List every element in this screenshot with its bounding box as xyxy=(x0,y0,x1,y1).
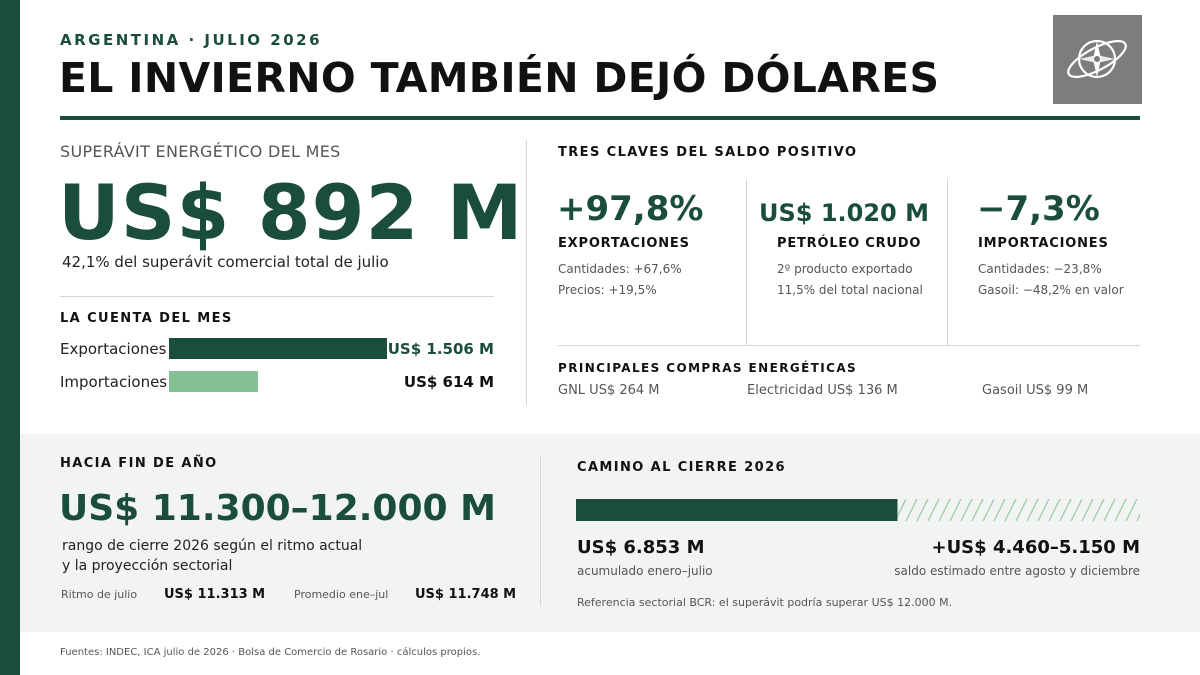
key-imports-label: IMPORTACIONES xyxy=(978,236,1109,251)
key-imports-note-2: Gasoil: −48,2% en valor xyxy=(978,283,1124,297)
column-divider xyxy=(526,140,527,405)
key-crude-note-2: 11,5% del total nacional xyxy=(777,283,923,297)
page-title: EL INVIERNO TAMBIÉN DEJÓ DÓLARES xyxy=(59,54,940,102)
divider xyxy=(60,296,494,297)
purchase-item: Electricidad US$ 136 M xyxy=(747,383,898,398)
imports-label: Importaciones xyxy=(60,373,168,391)
key-crude-note-1: 2º producto exportado xyxy=(777,262,913,276)
compass-globe-icon xyxy=(1067,39,1127,79)
header-rule xyxy=(60,116,1140,120)
metric-value: US$ 11.313 M xyxy=(164,587,266,602)
sources-footer: Fuentes: INDEC, ICA julio de 2026 · Bols… xyxy=(60,647,481,658)
estimated-caption: saldo estimado entre agosto y diciembre xyxy=(894,564,1140,578)
year-end-heading: HACIA FIN DE AÑO xyxy=(60,456,218,471)
key-crude-label: PETRÓLEO CRUDO xyxy=(777,236,922,251)
kicker: ARGENTINA · JULIO 2026 xyxy=(60,31,323,49)
exports-label: Exportaciones xyxy=(60,340,167,358)
surplus-subtitle: 42,1% del superávit comercial total de j… xyxy=(62,253,389,271)
exports-value: US$ 1.506 M xyxy=(387,340,494,358)
closing-progress-graphic xyxy=(576,499,1140,521)
divider xyxy=(558,345,1140,346)
surplus-heading: SUPERÁVIT ENERGÉTICO DEL MES xyxy=(60,142,341,161)
key-exports-note-2: Precios: +19,5% xyxy=(558,283,657,297)
purchase-item: Gasoil US$ 99 M xyxy=(982,383,1089,398)
key-exports-note-1: Cantidades: +67,6% xyxy=(558,262,682,276)
closing-progress-bar xyxy=(576,499,1140,521)
exports-bar xyxy=(169,338,387,359)
metric-label: Promedio ene–jul xyxy=(294,588,389,601)
year-end-range: US$ 11.300–12.000 M xyxy=(59,488,496,529)
purchases-heading: PRINCIPALES COMPRAS ENERGÉTICAS xyxy=(558,361,858,375)
year-end-description-line: y la proyección sectorial xyxy=(62,558,233,574)
key-divider xyxy=(947,179,948,345)
accumulated-value: US$ 6.853 M xyxy=(577,537,705,558)
accumulated-segment xyxy=(576,499,898,521)
column-divider xyxy=(540,456,541,606)
surplus-value: US$ 892 M xyxy=(58,168,524,257)
metric-value: US$ 11.748 M xyxy=(415,587,517,602)
year-end-description-line: rango de cierre 2026 según el ritmo actu… xyxy=(62,538,363,554)
metric-label: Ritmo de julio xyxy=(61,588,138,601)
purchase-item: GNL US$ 264 M xyxy=(558,383,660,398)
year-end-description: rango de cierre 2026 según el ritmo actu… xyxy=(62,536,362,576)
sector-reference: Referencia sectorial BCR: el superávit p… xyxy=(577,596,953,609)
key-crude-value: US$ 1.020 M xyxy=(759,199,929,227)
key-imports-value: −7,3% xyxy=(977,189,1100,229)
estimated-value: +US$ 4.460–5.150 M xyxy=(931,537,1140,558)
keys-heading: TRES CLAVES DEL SALDO POSITIVO xyxy=(558,145,858,160)
month-account-heading: LA CUENTA DEL MES xyxy=(60,311,233,326)
key-exports-value: +97,8% xyxy=(557,189,704,229)
road-heading: CAMINO AL CIERRE 2026 xyxy=(577,460,786,475)
outlook-panel xyxy=(20,434,1200,632)
imports-value: US$ 614 M xyxy=(403,373,494,391)
accumulated-caption: acumulado enero–julio xyxy=(577,564,713,578)
logo xyxy=(1053,15,1142,104)
key-imports-note-1: Cantidades: −23,8% xyxy=(978,262,1102,276)
key-divider xyxy=(746,179,747,345)
key-exports-label: EXPORTACIONES xyxy=(558,236,690,251)
imports-bar xyxy=(169,371,258,392)
sidebar-accent-bar xyxy=(0,0,20,675)
